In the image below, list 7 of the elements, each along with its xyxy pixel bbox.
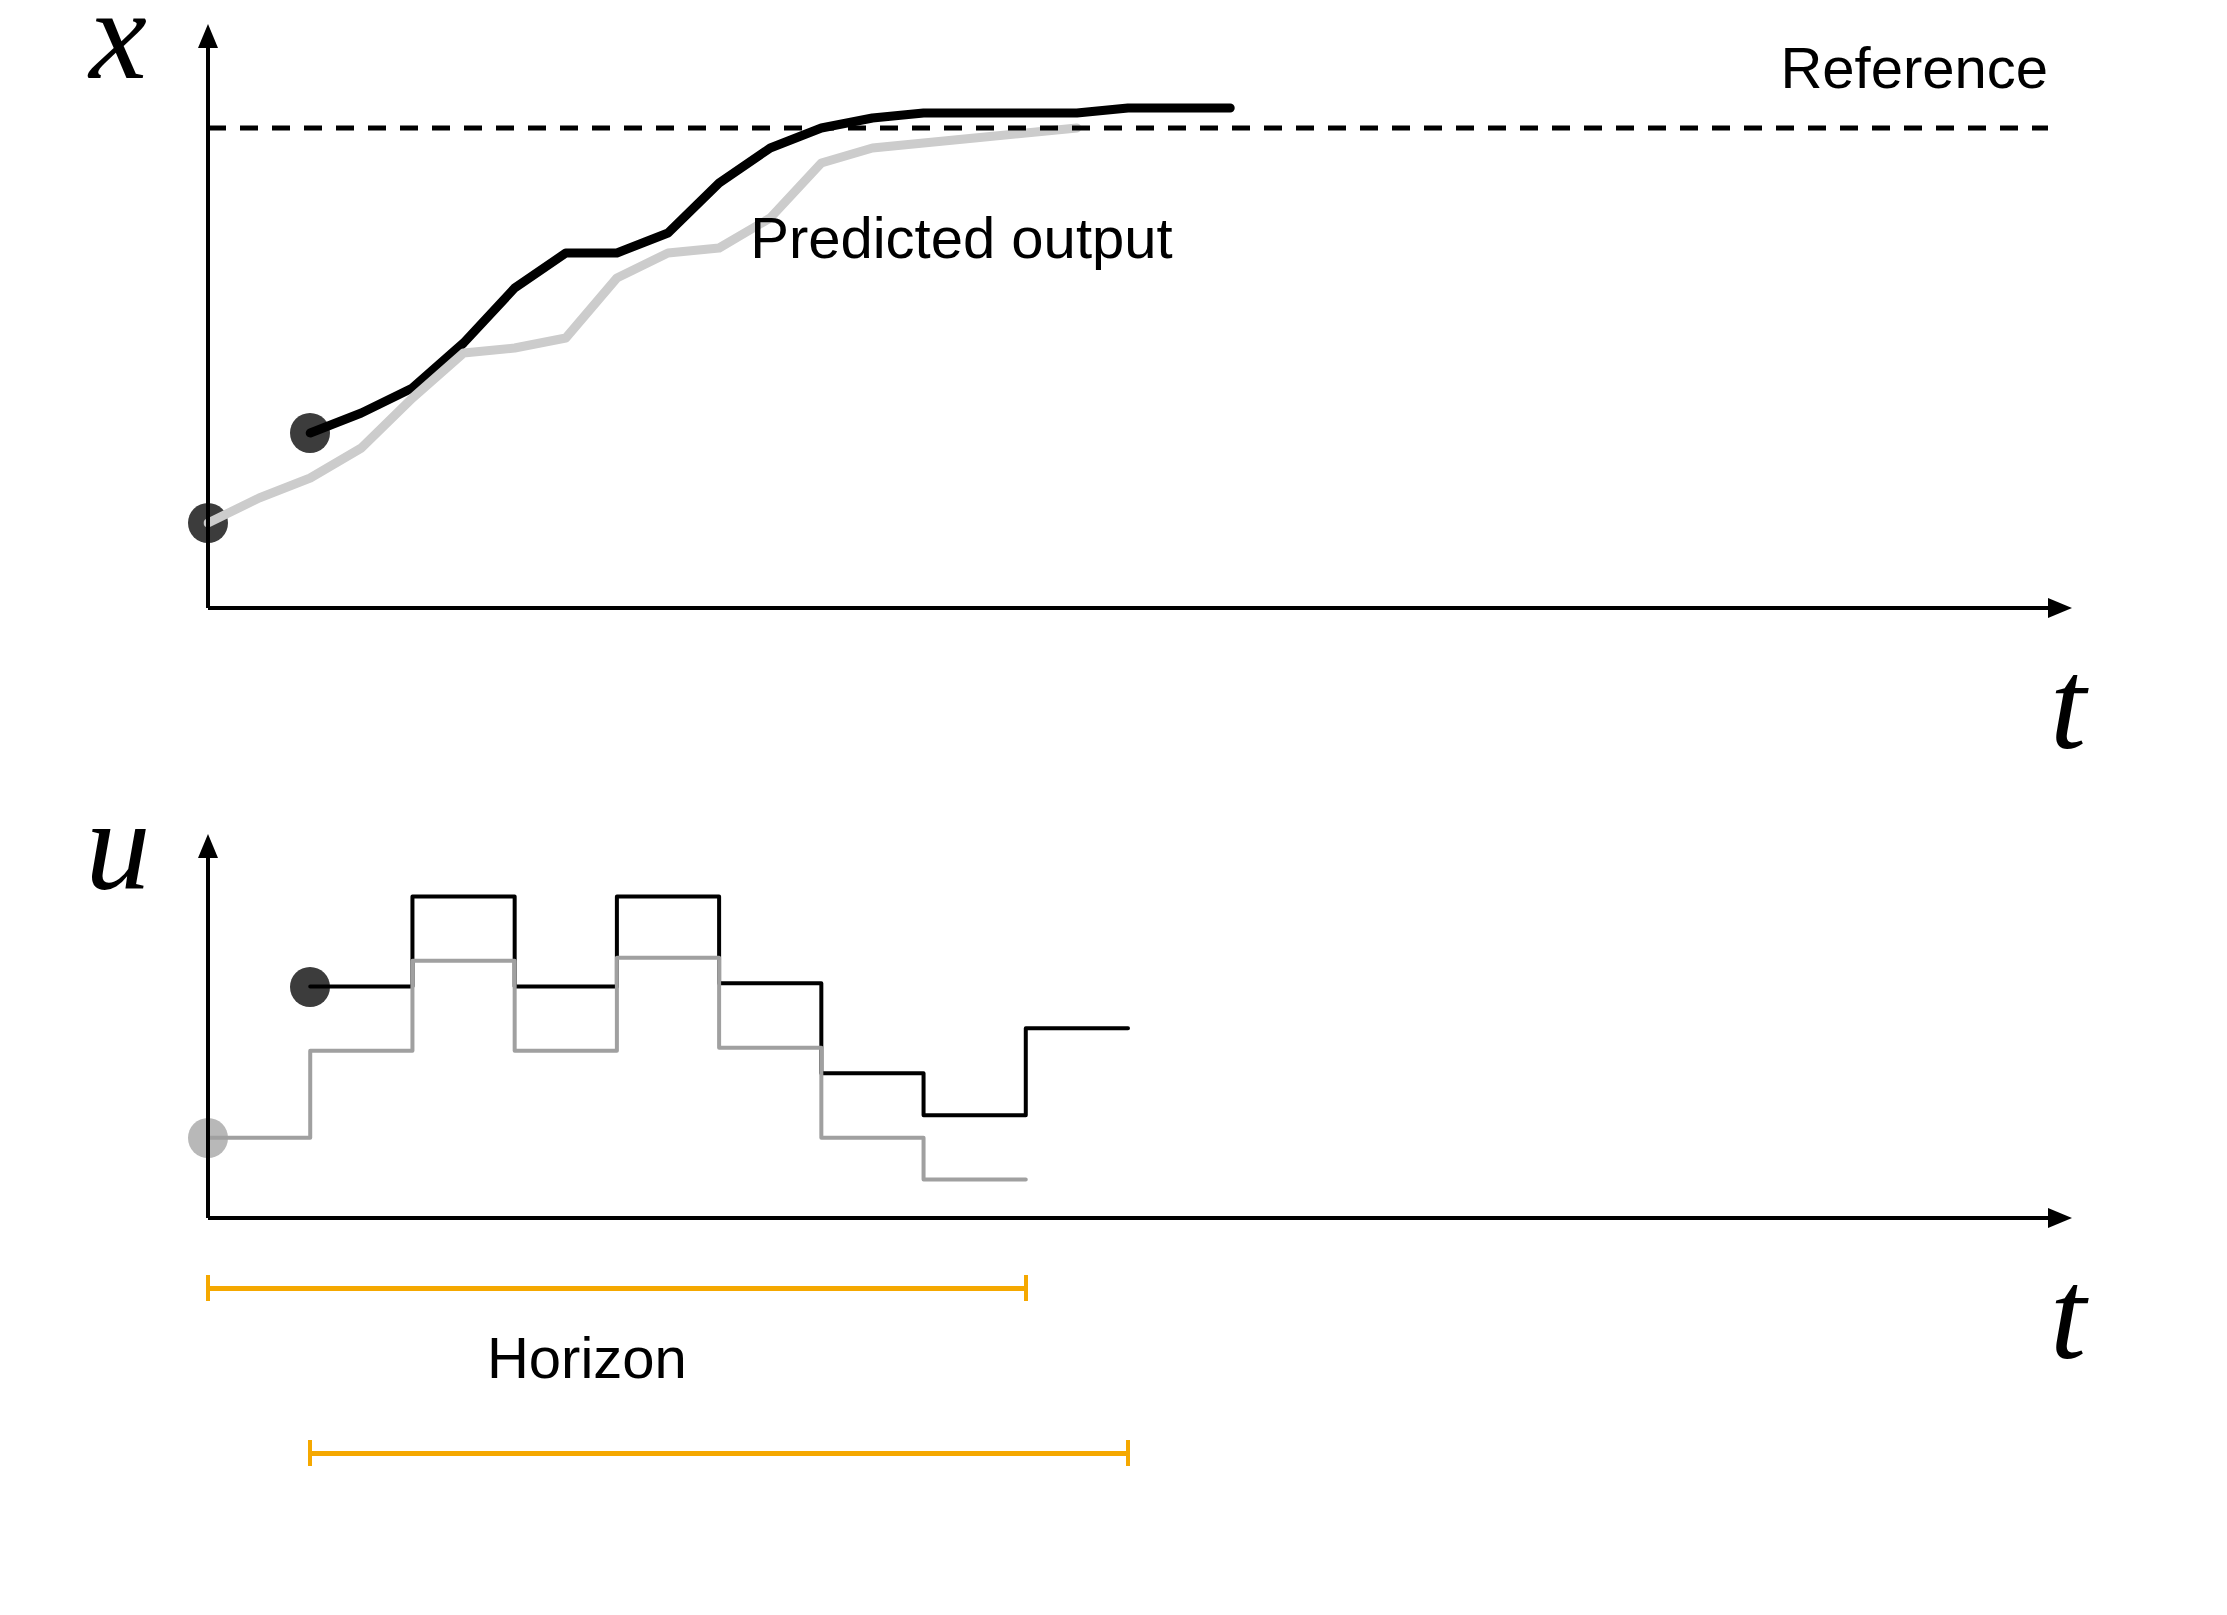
y-axis-title: u [85,772,151,916]
text: Horizon [486,1325,687,1390]
x-axis-title: t [2049,632,2089,776]
y-axis-title: x [87,0,147,106]
ref-line-label: Reference [1780,35,2048,100]
series-label: Predicted output [750,205,1173,270]
x-axis-title: t [2049,1242,2089,1386]
